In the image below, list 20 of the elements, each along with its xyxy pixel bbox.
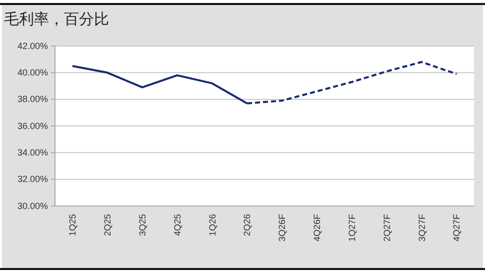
x-tick-label: 4Q27F [452, 214, 462, 242]
y-tick-label: 42.00% [17, 40, 48, 51]
y-tick-label: 34.00% [17, 148, 48, 158]
y-tick-label: 40.00% [17, 68, 48, 78]
x-tick-label: 1Q26 [207, 214, 218, 236]
x-tick-label: 2Q27F [382, 214, 392, 242]
x-tick-label: 4Q25 [172, 214, 182, 236]
x-tick-label: 3Q26F [277, 214, 288, 242]
x-tick-label: 2Q25 [102, 214, 113, 236]
y-tick-label: 38.00% [17, 94, 48, 104]
y-tick-label: 36.00% [17, 120, 48, 131]
x-tick-label: 3Q27F [416, 214, 427, 242]
x-tick-label: 4Q26F [312, 214, 322, 242]
x-tick-label: 3Q25 [137, 214, 148, 236]
chart-title: 毛利率，百分比 [4, 10, 109, 28]
y-tick-label: 32.00% [17, 174, 48, 184]
y-tick-label: 30.00% [17, 200, 48, 211]
x-tick-label: 2Q26 [242, 214, 252, 236]
x-tick-label: 1Q27F [346, 214, 357, 242]
x-tick-label: 1Q25 [68, 214, 78, 236]
